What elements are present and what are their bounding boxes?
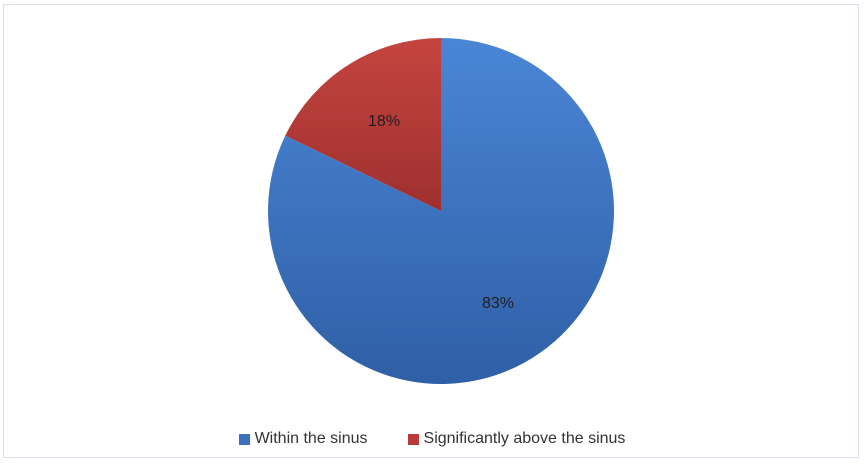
pie-slice-label-0: 83% [482, 295, 514, 312]
legend-swatch-within-sinus [238, 433, 250, 445]
pie-slice-label-1: 18% [368, 113, 400, 130]
legend-item-within-sinus[interactable]: Within the sinus [238, 430, 368, 448]
legend-item-above-sinus[interactable]: Significantly above the sinus [407, 430, 626, 448]
chart-frame: 83% 18% Within the sinus Significantly ab… [3, 4, 859, 458]
pie-slice-0[interactable] [268, 38, 614, 385]
legend-label-above-sinus: Significantly above the sinus [423, 430, 626, 447]
pie-chart: 83% 18% [268, 38, 614, 385]
legend-label-within-sinus: Within the sinus [254, 430, 368, 447]
legend: Within the sinus Significantly above the… [4, 430, 860, 448]
pie-slice-1[interactable] [285, 38, 441, 211]
legend-swatch-above-sinus [407, 433, 419, 445]
